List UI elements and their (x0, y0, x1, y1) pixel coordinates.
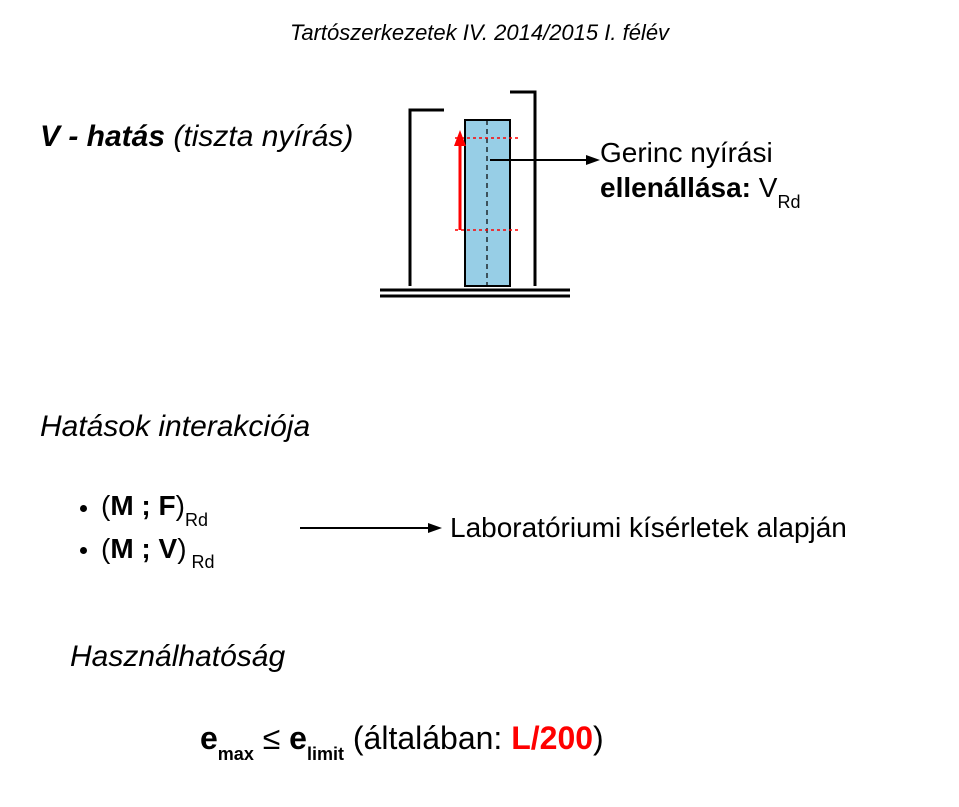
gerinc-line1: Gerinc nyírási (600, 135, 800, 170)
emax-sub: max (218, 744, 254, 764)
post-close: ) (593, 720, 604, 756)
mv-sub: Rd (187, 552, 215, 572)
e2: e (289, 720, 307, 756)
e1: e (200, 720, 218, 756)
bullet-dot-icon (80, 505, 87, 512)
bullet-dot-icon (80, 547, 87, 554)
section-usability: Használhatóság (70, 640, 285, 674)
arrow-to-lab (300, 510, 442, 546)
v-hatas-rest: (tiszta nyírás) (165, 120, 353, 153)
gerinc-line2-pre: ellenállása: (600, 172, 751, 203)
gerinc-label: Gerinc nyírási ellenállása: VRd (600, 135, 800, 209)
lab-caption: Laboratóriumi kísérletek alapján (450, 512, 847, 544)
bullet-mv: (M ; V) Rd (80, 533, 215, 570)
section-interactions: Hatások interakciója (40, 410, 310, 444)
shear-diagram (380, 80, 570, 310)
v-hatas-bold: V - hatás (40, 120, 165, 153)
mf-main: (M ; F) (101, 490, 185, 521)
vrd-v: V (759, 172, 778, 203)
mf-sub: Rd (185, 510, 208, 530)
l200: L/200 (511, 720, 593, 756)
arrow-to-gerinc (490, 150, 600, 170)
left-bracket (410, 110, 444, 286)
bullet-list: (M ; F)Rd (M ; V) Rd (80, 490, 215, 575)
leq: ≤ (254, 720, 289, 756)
post-open: (általában: (344, 720, 511, 756)
mv-main: (M ; V) (101, 533, 187, 564)
right-bracket (510, 92, 535, 286)
page-header: Tartószerkezetek IV. 2014/2015 I. félév (0, 20, 959, 46)
elimit-sub: limit (307, 744, 344, 764)
vrd-sub: Rd (777, 192, 800, 212)
section-v-hatas: V - hatás (tiszta nyírás) (40, 120, 353, 154)
deflection-criterion: emax ≤ elimit (általában: L/200) (200, 720, 604, 761)
gerinc-line2: ellenállása: VRd (600, 170, 800, 209)
bullet-mf: (M ; F)Rd (80, 490, 215, 527)
